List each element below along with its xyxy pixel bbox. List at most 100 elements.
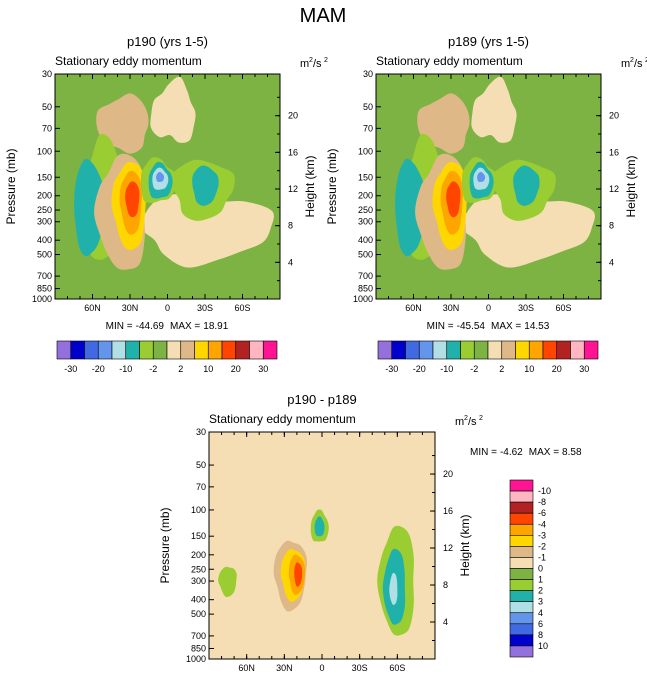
height-tick-label: 12 (609, 184, 619, 194)
y-tick-label: 100 (358, 146, 373, 156)
y-tick-label: 200 (191, 550, 206, 560)
colorbar-label: 20 (552, 364, 562, 374)
colorbar-swatch (509, 546, 534, 558)
colorbar-label: -10 (440, 364, 453, 374)
x-tick-label: 60S (234, 303, 250, 313)
y-tick-label: 1000 (353, 294, 373, 304)
plot-area (209, 432, 435, 659)
y-tick-label: 200 (37, 191, 52, 201)
colorbar-label: 6 (538, 619, 543, 629)
y-tick-label: 700 (37, 271, 52, 281)
min-value: -4.62 (500, 447, 523, 458)
y-axis-right-label: Height (km) (303, 155, 317, 217)
colorbar-swatch (139, 340, 154, 360)
contour-region (446, 181, 461, 218)
y-tick-label: 300 (191, 576, 206, 586)
panel-2: p189 (yrs 1-5)Stationary eddy momentum m 2… (325, 34, 647, 374)
colorbar-label: -20 (92, 364, 105, 374)
units-base: m (621, 58, 630, 70)
colorbar-swatch (473, 340, 489, 360)
colorbar-label: -30 (64, 364, 77, 374)
colorbar-swatch (235, 340, 250, 360)
height-tick-label: 20 (609, 111, 619, 121)
y-tick-label: 850 (37, 284, 52, 294)
contour-region (140, 193, 274, 268)
y-axis-label: Pressure (mb) (325, 148, 339, 224)
colorbar-swatch (509, 535, 534, 547)
y-tick-label: 50 (42, 102, 52, 112)
units-exp1: 2 (309, 57, 313, 64)
colorbar-swatch (509, 479, 534, 492)
y-tick-label: 850 (358, 284, 373, 294)
figure-title: MAM (300, 5, 347, 27)
contour-region (192, 165, 219, 206)
max-label: MAX = (491, 321, 521, 332)
y-tick-label: 50 (363, 102, 373, 112)
colorbar-swatch (487, 340, 503, 360)
height-tick-label: 8 (443, 580, 448, 590)
panel-subtitle: Stationary eddy momentum (55, 54, 202, 68)
y-tick-label: 70 (42, 123, 52, 133)
contour-region (513, 165, 540, 206)
contour-region (294, 562, 303, 587)
height-tick-label: 16 (288, 147, 298, 157)
colorbar-swatch (570, 340, 585, 360)
units-exp2: 2 (479, 415, 483, 422)
min-label: MIN = (427, 321, 454, 332)
colorbar-swatch (509, 634, 534, 647)
y-tick-label: 50 (196, 460, 206, 470)
colorbar-label: -2 (538, 541, 546, 551)
colorbar-label: -2 (470, 364, 478, 374)
colorbar-swatch (515, 340, 530, 360)
y-tick-label: 700 (358, 271, 373, 281)
x-tick-label: 60S (389, 663, 405, 673)
units-base: m (300, 58, 309, 70)
panel-title: p190 - p189 (287, 392, 356, 407)
colorbar-label: 4 (538, 608, 543, 618)
colorbar-swatch (249, 340, 264, 360)
plot-area (55, 74, 280, 299)
x-tick-label: 60S (555, 303, 571, 313)
y-tick-label: 150 (191, 531, 206, 541)
colorbar-swatch (509, 590, 534, 602)
height-tick-label: 12 (443, 543, 453, 553)
contour-region (477, 171, 486, 183)
x-tick-label: 60N (238, 663, 255, 673)
contour-region (150, 76, 196, 143)
contour-region (389, 572, 398, 605)
units-base: m (455, 416, 464, 428)
colorbar-swatch (377, 340, 393, 360)
colorbar-swatch (111, 340, 127, 360)
colorbar-swatch (509, 557, 534, 569)
x-tick-label: 30N (276, 663, 293, 673)
units-exp1: 2 (630, 57, 634, 64)
min-value: -45.54 (457, 321, 486, 332)
x-tick-label: 60N (405, 303, 422, 313)
colorbar-swatch (542, 340, 558, 360)
y-tick-label: 30 (196, 427, 206, 437)
x-tick-label: 30S (352, 663, 368, 673)
colorbar-label: 3 (538, 597, 543, 607)
units-exp1: 2 (464, 415, 468, 422)
y-axis-label: Pressure (mb) (4, 148, 18, 224)
colorbar-swatch (509, 523, 534, 536)
colorbar-swatch (583, 340, 599, 360)
height-tick-label: 20 (443, 469, 453, 479)
contour-region (461, 193, 595, 268)
colorbar-swatch (509, 501, 534, 514)
colorbar-label: 20 (231, 364, 241, 374)
colorbar-swatch (418, 340, 434, 360)
contour-region (305, 495, 358, 582)
min-max-stats: MIN = -4.62 MAX = 8.58 (470, 447, 582, 458)
min-value: -44.69 (136, 321, 165, 332)
colorbar-swatch (509, 512, 534, 525)
height-tick-label: 4 (443, 617, 448, 627)
y-tick-label: 300 (358, 217, 373, 227)
y-tick-label: 500 (37, 250, 52, 260)
max-value: 18.91 (203, 321, 228, 332)
height-tick-label: 16 (443, 506, 453, 516)
colorbar-swatch (262, 340, 278, 360)
max-value: 14.53 (524, 321, 549, 332)
y-tick-label: 70 (196, 482, 206, 492)
